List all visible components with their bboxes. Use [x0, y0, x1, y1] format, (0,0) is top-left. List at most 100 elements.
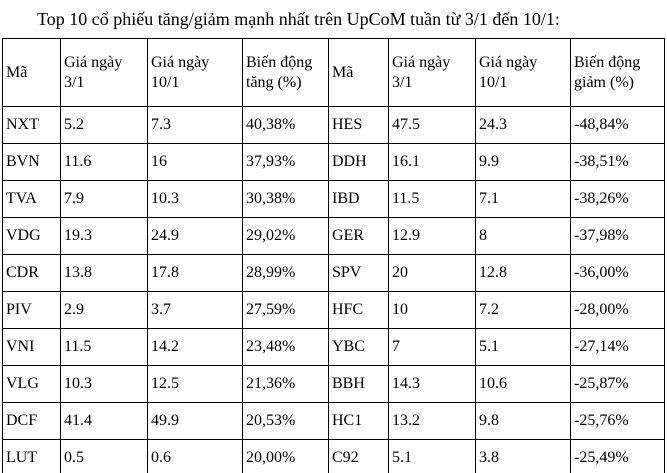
cell-loser-price-start: 5.1 — [388, 439, 476, 473]
cell-loser-price-end: 5.1 — [475, 328, 571, 366]
cell-loser-price-start: 12.9 — [388, 217, 476, 255]
cell-loser-price-end: 3.8 — [475, 439, 571, 473]
table-row: LUT 0.5 0.6 20,00% C92 5.1 3.8 -25,49% — [2, 439, 665, 473]
cell-loser-price-end: 24.3 — [475, 106, 571, 144]
column-header-gainer-change: Biến động tăng (%) — [242, 38, 329, 107]
cell-gainer-code: TVA — [2, 180, 61, 218]
cell-gainer-code: LUT — [2, 439, 61, 473]
cell-gainer-code: CDR — [2, 254, 61, 292]
cell-gainer-price-end: 17.8 — [147, 254, 243, 292]
cell-loser-price-start: 16.1 — [388, 143, 476, 181]
table-row: TVA 7.9 10.3 30,38% IBD 11.5 7.1 -38,26% — [2, 180, 665, 218]
cell-loser-price-start: 10 — [388, 291, 476, 329]
cell-gainer-code: BVN — [2, 143, 61, 181]
cell-gainer-change: 37,93% — [242, 143, 329, 181]
cell-loser-price-end: 12.8 — [475, 254, 571, 292]
cell-loser-code: SPV — [328, 254, 389, 292]
cell-loser-code: DDH — [328, 143, 389, 181]
cell-gainer-price-start: 7.9 — [60, 180, 148, 218]
document-page: Top 10 cổ phiếu tăng/giảm mạnh nhất trên… — [0, 9, 667, 473]
cell-loser-change: -38,51% — [570, 143, 665, 181]
cell-gainer-price-end: 12.5 — [147, 365, 243, 403]
cell-gainer-price-start: 19.3 — [60, 217, 148, 255]
cell-gainer-price-end: 7.3 — [147, 106, 243, 144]
cell-loser-change: -36,00% — [570, 254, 665, 292]
cell-loser-price-end: 9.8 — [475, 402, 571, 440]
cell-gainer-code: NXT — [2, 106, 61, 144]
cell-gainer-price-start: 10.3 — [60, 365, 148, 403]
cell-loser-price-start: 14.3 — [388, 365, 476, 403]
cell-gainer-code: VLG — [2, 365, 61, 403]
cell-gainer-change: 27,59% — [242, 291, 329, 329]
column-header-gainer-price-end: Giá ngày 10/1 — [147, 38, 243, 107]
cell-gainer-change: 21,36% — [242, 365, 329, 403]
cell-gainer-price-start: 13.8 — [60, 254, 148, 292]
column-header-loser-price-end: Giá ngày 10/1 — [475, 38, 571, 107]
cell-loser-code: YBC — [328, 328, 389, 366]
table-body: NXT 5.2 7.3 40,38% HES 47.5 24.3 -48,84% BVN 11.6… — [2, 106, 665, 473]
table-row: VLG 10.3 12.5 21,36% BBH 14.3 10.6 -25,87% — [2, 365, 665, 403]
cell-loser-price-end: 9.9 — [475, 143, 571, 181]
cell-gainer-change: 23,48% — [242, 328, 329, 366]
cell-loser-change: -28,00% — [570, 291, 665, 329]
header-row: Mã Giá ngày 3/1 Giá ngày 10/1 Biến động … — [2, 38, 665, 107]
cell-loser-change: -25,76% — [570, 402, 665, 440]
cell-loser-price-start: 7 — [388, 328, 476, 366]
table-row: BVN 11.6 16 37,93% DDH 16.1 9.9 -38,51% — [2, 143, 665, 181]
cell-loser-price-end: 7.2 — [475, 291, 571, 329]
table-header: Mã Giá ngày 3/1 Giá ngày 10/1 Biến động … — [2, 38, 665, 107]
cell-gainer-code: PIV — [2, 291, 61, 329]
cell-gainer-price-end: 49.9 — [147, 402, 243, 440]
cell-gainer-price-start: 11.6 — [60, 143, 148, 181]
column-header-loser-code: Mã — [328, 38, 389, 107]
cell-gainer-change: 40,38% — [242, 106, 329, 144]
cell-loser-change: -27,14% — [570, 328, 665, 366]
table-row: DCF 41.4 49.9 20,53% HC1 13.2 9.8 -25,76% — [2, 402, 665, 440]
stocks-table: Mã Giá ngày 3/1 Giá ngày 10/1 Biến động … — [2, 38, 665, 473]
cell-loser-price-start: 20 — [388, 254, 476, 292]
cell-gainer-code: VNI — [2, 328, 61, 366]
column-header-gainer-price-start: Giá ngày 3/1 — [60, 38, 148, 107]
cell-gainer-change: 20,00% — [242, 439, 329, 473]
cell-gainer-price-start: 11.5 — [60, 328, 148, 366]
column-header-loser-change: Biến động giảm (%) — [570, 38, 665, 107]
table-row: CDR 13.8 17.8 28,99% SPV 20 12.8 -36,00% — [2, 254, 665, 292]
cell-loser-price-start: 47.5 — [388, 106, 476, 144]
cell-gainer-price-start: 2.9 — [60, 291, 148, 329]
cell-loser-price-end: 10.6 — [475, 365, 571, 403]
table-row: VDG 19.3 24.9 29,02% GER 12.9 8 -37,98% — [2, 217, 665, 255]
cell-loser-price-start: 11.5 — [388, 180, 476, 218]
cell-loser-code: HFC — [328, 291, 389, 329]
cell-gainer-price-end: 14.2 — [147, 328, 243, 366]
cell-gainer-change: 28,99% — [242, 254, 329, 292]
cell-gainer-change: 30,38% — [242, 180, 329, 218]
table-row: PIV 2.9 3.7 27,59% HFC 10 7.2 -28,00% — [2, 291, 665, 329]
column-header-loser-price-start: Giá ngày 3/1 — [388, 38, 476, 107]
cell-gainer-code: DCF — [2, 402, 61, 440]
cell-gainer-price-start: 41.4 — [60, 402, 148, 440]
cell-gainer-change: 29,02% — [242, 217, 329, 255]
cell-loser-code: HES — [328, 106, 389, 144]
cell-loser-change: -48,84% — [570, 106, 665, 144]
cell-loser-change: -37,98% — [570, 217, 665, 255]
cell-loser-code: BBH — [328, 365, 389, 403]
cell-loser-code: C92 — [328, 439, 389, 473]
cell-loser-price-end: 8 — [475, 217, 571, 255]
cell-gainer-price-end: 24.9 — [147, 217, 243, 255]
cell-gainer-price-end: 3.7 — [147, 291, 243, 329]
cell-gainer-price-start: 5.2 — [60, 106, 148, 144]
table-row: NXT 5.2 7.3 40,38% HES 47.5 24.3 -48,84% — [2, 106, 665, 144]
cell-loser-change: -25,87% — [570, 365, 665, 403]
cell-gainer-price-end: 16 — [147, 143, 243, 181]
cell-gainer-price-end: 0.6 — [147, 439, 243, 473]
cell-gainer-change: 20,53% — [242, 402, 329, 440]
table-row: VNI 11.5 14.2 23,48% YBC 7 5.1 -27,14% — [2, 328, 665, 366]
column-header-gainer-code: Mã — [2, 38, 61, 107]
cell-gainer-price-end: 10.3 — [147, 180, 243, 218]
cell-gainer-code: VDG — [2, 217, 61, 255]
table-title: Top 10 cổ phiếu tăng/giảm mạnh nhất trên… — [37, 9, 560, 29]
cell-gainer-price-start: 0.5 — [60, 439, 148, 473]
cell-loser-code: HC1 — [328, 402, 389, 440]
cell-loser-price-start: 13.2 — [388, 402, 476, 440]
cell-loser-change: -38,26% — [570, 180, 665, 218]
